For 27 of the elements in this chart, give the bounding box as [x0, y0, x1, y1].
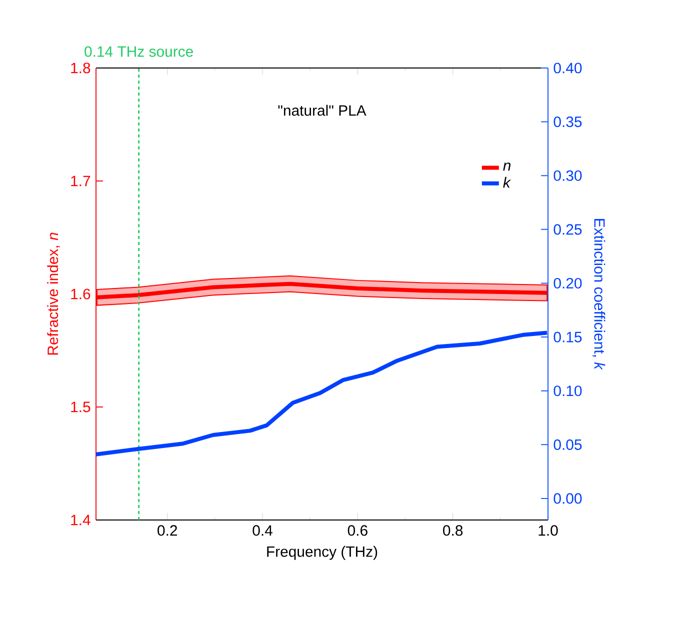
y2-tick-label: 0.40: [554, 62, 582, 74]
y2-tick-label: 0.25: [554, 224, 582, 235]
legend-label: k: [503, 176, 511, 188]
x-axis-title: Frequency (THz): [267, 546, 378, 560]
ref-line-label: 0.14 THz source: [84, 46, 193, 57]
y2-axis-title: Extinction coefficient, k: [592, 219, 606, 370]
x-tick-label: 0.8: [443, 525, 463, 536]
x-tick-label: 0.6: [348, 525, 368, 536]
y2-tick-label: 0.05: [554, 439, 582, 450]
y-tick-label: 1.6: [71, 288, 90, 300]
y2-tick-label: 0.15: [554, 332, 582, 342]
y2-tick-label: 0.00: [554, 493, 582, 504]
x-tick-label: 0.4: [252, 525, 272, 536]
y-axis-title: Refractive index, n: [47, 232, 60, 355]
y-tick-label: 1.7: [71, 176, 90, 186]
y-tick-label: 1.5: [71, 402, 90, 412]
y2-tick-label: 0.10: [554, 386, 582, 396]
x-tick-label: 1.0: [538, 525, 558, 536]
y2-tick-label: 0.20: [554, 278, 582, 289]
legend-label: n: [503, 162, 510, 171]
y2-tick-label: 0.30: [554, 170, 582, 181]
line-series: [94, 330, 550, 456]
y-tick-label: 1.4: [71, 514, 90, 526]
y2-tick-label: 0.35: [554, 116, 582, 128]
text: "natural" PLA: [278, 104, 366, 116]
y-tick-label: 1.8: [71, 62, 90, 74]
x-tick-label: 0.2: [158, 525, 178, 536]
